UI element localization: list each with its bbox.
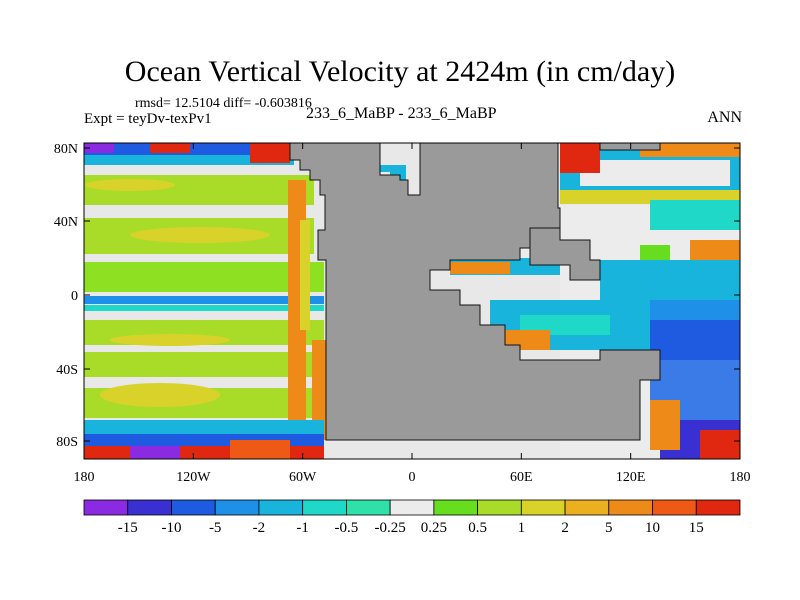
lon-label: 180 [730,470,751,485]
colorbar-label: 10 [645,520,660,536]
colorbar-label: -15 [118,520,138,536]
colorbar-swatch [171,499,216,516]
colorbar-label: 1 [518,520,526,536]
colorbar-swatch [608,499,653,516]
latitude-axis: 80N 40N 0 40S 80S [54,142,740,450]
colorbar-swatch [302,499,347,516]
colorbar-swatch [433,499,479,516]
lon-label: 120W [176,470,211,485]
lat-label: 80S [56,435,78,450]
stats-label: rmsd= 12.5104 diff= -0.603816 [135,96,312,111]
colorbar-swatch [127,499,172,516]
colorbar-label: -10 [161,520,181,536]
colorbar-swatch [345,499,391,516]
experiment-label: Expt = teyDv-texPv1 [84,111,212,127]
lon-label: 180 [74,470,95,485]
colorbar-swatch [258,499,304,516]
lon-label: 120E [616,470,646,485]
plot-title: Ocean Vertical Velocity at 2424m (in cm/… [124,55,676,88]
colorbar-label: -2 [253,520,266,536]
colorbar-label: -0.5 [335,520,359,536]
colorbar-label: 15 [689,520,704,536]
cases-label: 233_6_MaBP - 233_6_MaBP [306,105,497,122]
colorbar-swatch [477,499,522,516]
lon-label: 0 [409,470,416,485]
colorbar-label: 0.25 [421,520,447,536]
colorbar-label: 5 [605,520,613,536]
lat-label: 0 [71,289,78,304]
season-label: ANN [707,109,742,126]
lat-label: 80N [54,142,78,157]
ocean-field [84,143,740,459]
colorbar-swatch [695,499,741,516]
colorbar-label: -5 [209,520,222,536]
lat-label: 40S [56,363,78,378]
lon-label: 60E [510,470,533,485]
colorbar-swatch [520,499,566,516]
colorbar-swatch [389,499,435,516]
lon-label: 60W [289,470,317,485]
colorbar-label: 0.5 [468,520,487,536]
colorbar-swatch [652,499,697,516]
colorbar-label: 2 [561,520,569,536]
colorbar-label: -1 [296,520,309,536]
lat-label: 40N [54,215,78,230]
colorbar: -15 -10 -5 -2 -1 -0.5 -0.25 0.25 0.5 1 2 5 10 15 [83,499,741,536]
colorbar-label: -0.25 [375,520,406,536]
colorbar-swatch [83,499,129,516]
colorbar-swatch [564,499,610,516]
colorbar-swatch [214,499,260,516]
longitude-axis: 180 120W 60W 0 60E 120E 180 [74,143,751,485]
